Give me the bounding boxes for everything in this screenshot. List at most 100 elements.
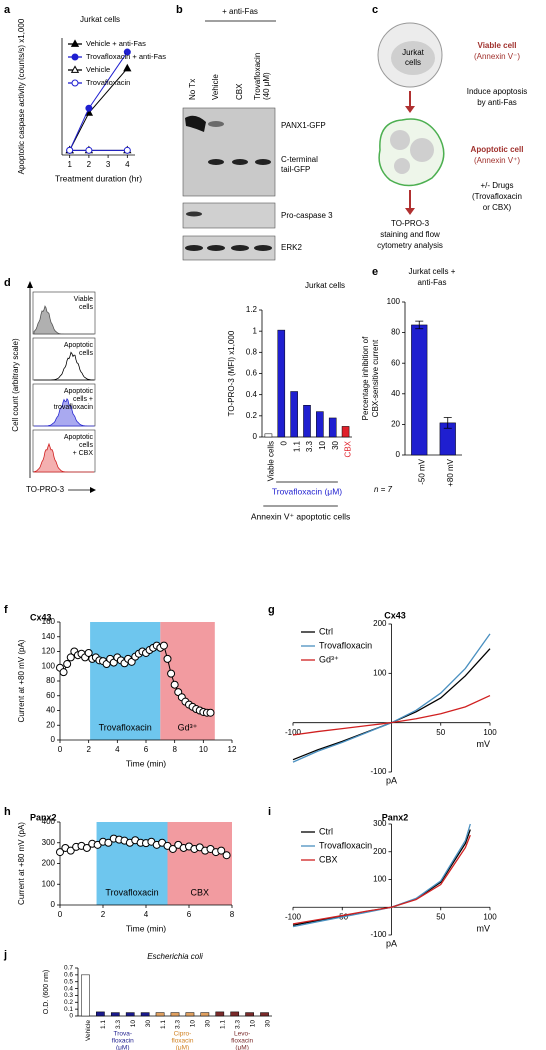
lane-label: Trovafloxacin: [253, 53, 262, 100]
x-tick-label: -100: [285, 728, 302, 737]
legend-label: Ctrl: [319, 626, 333, 636]
error-bar: [415, 320, 424, 330]
x-tick-label: Vehicle: [85, 1020, 92, 1041]
y-tick-label: 0.1: [64, 1006, 73, 1013]
x-axis-label: Time (min): [126, 923, 166, 933]
x-tick-label: -100: [285, 912, 302, 921]
bar: [264, 433, 273, 438]
bar: [155, 1012, 165, 1017]
legend-label: Trovafloxacin: [319, 640, 372, 650]
bar: [328, 417, 337, 438]
chart-title: Cx43: [30, 612, 52, 622]
series-line: [292, 834, 471, 925]
arrow-head: [27, 281, 33, 288]
band-label: tail-GFP: [281, 165, 310, 174]
cell-label: cells: [405, 58, 421, 67]
y-tick-label: 0.6: [64, 972, 73, 979]
histogram-label: Apoptotic: [64, 388, 94, 395]
annotation: n = 7: [374, 485, 393, 494]
series-line: [292, 694, 491, 736]
x-tick-label: 6: [187, 910, 192, 919]
marker: [159, 641, 168, 650]
y-tick-label: 300: [373, 819, 387, 828]
x-tick-label: 8: [230, 910, 235, 919]
y-unit: pA: [386, 775, 397, 785]
x-tick-label: 0: [279, 440, 288, 445]
blot-band: [208, 121, 224, 127]
y-tick-label: 0.3: [64, 992, 73, 999]
marker: [82, 843, 91, 852]
x-tick-label: 30: [205, 1020, 212, 1028]
legend-label: CBX: [319, 854, 338, 864]
x-tick-label: 30: [145, 1020, 152, 1028]
group-label: Trovafloxacin (μM): [272, 486, 342, 496]
y-tick-label: 300: [42, 838, 56, 847]
blot-band: [254, 245, 272, 251]
panel-letter: g: [268, 604, 275, 616]
panel-letter: e: [372, 266, 378, 278]
blot-band: [255, 159, 271, 165]
y-axis-label: O.D. (600 nm): [43, 970, 50, 1014]
group-label: floxacin: [231, 1038, 253, 1045]
group-label: (μM): [116, 1045, 130, 1050]
chart-title: Escherichia coli: [147, 952, 203, 961]
panel-letter: c: [372, 4, 378, 16]
y-tick-label: 100: [42, 661, 56, 670]
bar: [277, 329, 286, 438]
marker: [56, 848, 64, 857]
drugs-label: or CBX): [483, 203, 512, 212]
y-tick-label: 0.2: [246, 411, 258, 420]
x-tick-label: 50: [436, 912, 445, 921]
chart-title: Jurkat cells +: [409, 267, 456, 276]
y-axis-label: Current at +80 mV (pA): [17, 822, 26, 905]
y-tick-label: 140: [42, 632, 56, 641]
panel-letter: d: [4, 277, 11, 289]
x-tick-label: 3.3: [305, 440, 314, 452]
x-tick-label: 4: [115, 745, 120, 754]
apoptotic-title: Apoptotic cell: [471, 145, 524, 154]
y-tick-label: 0.4: [246, 390, 258, 399]
y-tick-label: 400: [42, 817, 56, 826]
y-tick-label: 200: [373, 847, 387, 856]
marker: [217, 846, 226, 855]
marker: [84, 648, 93, 657]
y-tick-label: 0: [69, 1013, 73, 1020]
bar: [81, 974, 90, 1017]
panel-letter: a: [4, 4, 11, 16]
x-tick-label: 1.1: [160, 1020, 167, 1029]
blot-band: [207, 245, 225, 251]
legend-label: Gd³⁺: [319, 654, 339, 664]
histogram-label: cells: [79, 350, 94, 357]
histogram-label: Apoptotic: [64, 342, 94, 349]
legend-label: Vehicle: [86, 65, 110, 74]
legend-label: Vehicle + anti-Fas: [86, 39, 146, 48]
chart-title: Cx43: [384, 610, 406, 620]
legend-label: Trovafloxacin: [86, 78, 130, 87]
cell-label: Jurkat: [402, 48, 425, 57]
legend-label: Ctrl: [319, 826, 333, 836]
marker: [70, 39, 80, 47]
chart-title: Panx2: [30, 812, 57, 822]
histogram: [33, 305, 94, 335]
chart-title: Jurkat cells: [305, 281, 345, 290]
x-tick-label: 30: [331, 440, 340, 449]
x-tick-label: 50: [436, 728, 445, 737]
x-tick-label: 30: [264, 1020, 271, 1028]
x-tick-label: 10: [199, 745, 208, 754]
bar: [303, 405, 311, 438]
analysis-label: staining and flow: [380, 230, 440, 239]
bar: [96, 1011, 105, 1017]
error-bar: [443, 417, 452, 429]
marker: [206, 708, 215, 717]
bar: [230, 1011, 240, 1017]
histogram-label: cells: [79, 442, 94, 449]
analysis-label: cytometry analysis: [377, 241, 443, 250]
y-tick-label: 100: [373, 668, 387, 677]
step-label: by anti-Fas: [477, 98, 517, 107]
y-tick-label: 0.8: [246, 347, 258, 356]
x-tick-label: 0: [58, 745, 63, 754]
chart-title: anti-Fas: [418, 278, 447, 287]
histogram-label: cells: [79, 304, 94, 311]
panel-letter: h: [4, 806, 11, 818]
